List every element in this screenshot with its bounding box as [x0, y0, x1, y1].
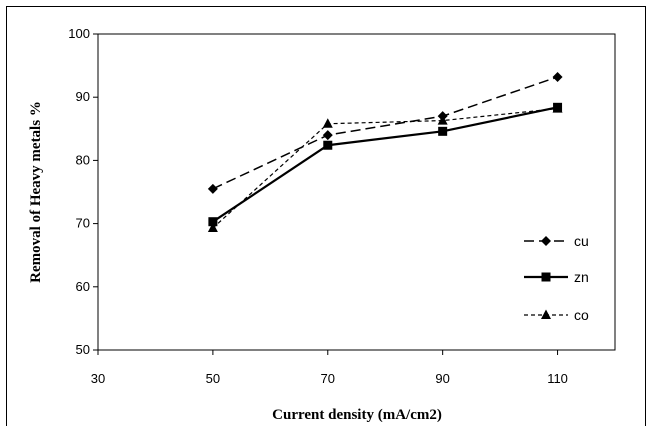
- x-tick-label: 90: [435, 371, 449, 386]
- y-tick-label: 70: [76, 216, 90, 231]
- x-axis-ticks: 30 50 70 90 110: [91, 350, 568, 386]
- series-line-zn: [212, 106, 558, 223]
- data-point-co: [207, 222, 218, 233]
- y-tick-label: 100: [68, 26, 90, 41]
- x-tick-label: 110: [547, 371, 568, 386]
- data-point-co: [437, 115, 448, 125]
- y-tick-label: 50: [76, 342, 90, 357]
- series-line-co: [212, 107, 558, 229]
- y-tick-label: 90: [76, 89, 90, 104]
- x-axis-label: Current density (mA/cm2): [272, 407, 442, 423]
- series-layer: [207, 71, 563, 233]
- data-point-co: [322, 118, 333, 128]
- plot-area: [97, 33, 616, 351]
- series-co: [207, 103, 563, 233]
- legend-label-cu: cu: [574, 233, 589, 249]
- x-tick-label: 30: [91, 371, 105, 386]
- legend-label-co: co: [574, 307, 589, 323]
- legend-item-zn: zn: [524, 269, 589, 285]
- legend-marker-cu: [541, 236, 551, 246]
- data-point-zn: [438, 126, 448, 136]
- legend-label-zn: zn: [574, 269, 589, 285]
- y-axis-ticks: 50 60 70 80 90 100: [68, 26, 98, 357]
- data-point-zn: [323, 140, 333, 150]
- data-point-cu: [322, 130, 333, 141]
- legend-marker-co: [541, 309, 551, 319]
- legend-item-co: co: [524, 307, 589, 323]
- data-point-cu: [552, 71, 563, 82]
- y-tick-label: 80: [76, 152, 90, 167]
- y-tick-label: 60: [76, 279, 90, 294]
- data-point-zn: [208, 217, 218, 227]
- legend-item-cu: cu: [524, 233, 589, 249]
- y-axis-label: Removal of Heavy metals %: [28, 101, 44, 283]
- series-line-cu: [212, 76, 558, 190]
- legend-marker-zn: [541, 272, 551, 282]
- chart-frame: [6, 6, 646, 426]
- data-point-cu: [207, 183, 218, 194]
- x-tick-label: 70: [321, 371, 335, 386]
- data-point-co: [552, 103, 563, 113]
- legend: cu zn co: [524, 233, 589, 323]
- x-tick-label: 50: [206, 371, 220, 386]
